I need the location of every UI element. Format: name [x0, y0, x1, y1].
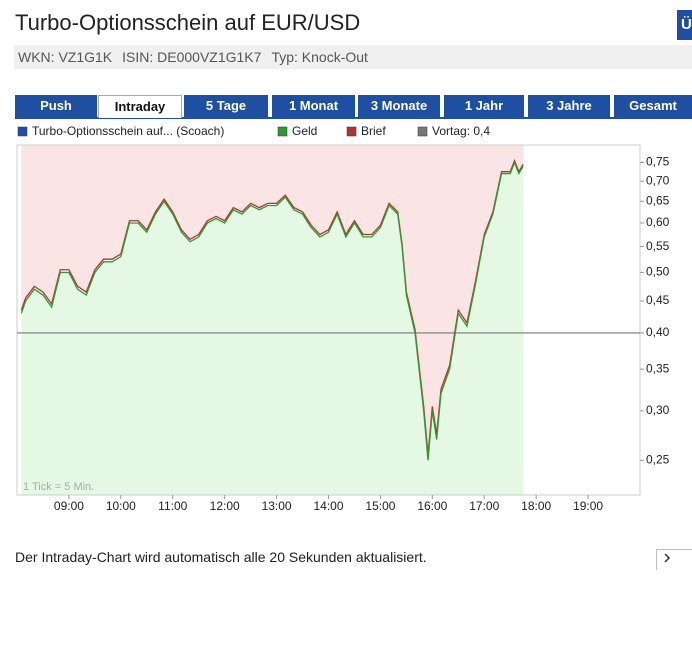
y-tick-label: 0,60 — [646, 215, 670, 229]
x-tick-label: 17:00 — [469, 499, 499, 513]
x-tick-label: 18:00 — [521, 499, 551, 513]
line — [20, 158, 524, 456]
x-tick-label: 15:00 — [365, 499, 395, 513]
tab[interactable]: 1 Jahr — [444, 95, 524, 117]
tab[interactable]: Intraday — [98, 95, 182, 118]
x-tick-label: 10:00 — [106, 499, 136, 513]
subtitle: WKN: VZ1G1K ISIN: DE000VZ1G1K7 Typ: Knock-… — [14, 45, 692, 69]
page: {"header":{"title":"Turbo-Optionsschein … — [14, 10, 692, 570]
legend-label: Vortag: 0,4 — [432, 124, 490, 138]
tab[interactable]: 3 Jahre — [528, 95, 610, 117]
subtitle-field: ISIN: DE000VZ1G1K7 — [122, 49, 262, 65]
title: Turbo-Optionsschein auf EUR/USD — [15, 10, 361, 35]
y-tick-label: 0,45 — [646, 293, 670, 307]
tabs: Push Intraday 5 Tage 1 Monat 3 Monate 1 Jahr 3… — [15, 95, 692, 119]
legend-swatch — [277, 126, 288, 137]
x-tick-label: 12:00 — [210, 499, 240, 513]
tab[interactable]: Gesamt — [614, 95, 692, 117]
y-tick-label: 0,40 — [646, 325, 670, 339]
legend-label: Geld — [292, 124, 317, 138]
footer: Der Intraday-Chart wird automatisch alle… — [15, 549, 427, 565]
y-tick-label: 0,55 — [646, 239, 670, 253]
y-tick-label: 0,25 — [646, 453, 670, 467]
y-tick-label: 0,50 — [646, 265, 670, 279]
y-tick-label: 0,75 — [646, 155, 670, 169]
tab[interactable]: 1 Monat — [272, 95, 355, 117]
area-above — [21, 145, 524, 455]
line — [20, 160, 524, 461]
y-tick-label: 0,35 — [646, 361, 670, 375]
tab[interactable]: 5 Tage — [184, 95, 268, 117]
x-tick-label: 13:00 — [262, 499, 292, 513]
tab[interactable]: Push — [15, 95, 97, 117]
x-tick-label: 09:00 — [54, 499, 84, 513]
legend-label: Turbo-Optionsschein auf... (Scoach) — [32, 124, 224, 138]
tab[interactable]: 3 Monate — [358, 95, 440, 117]
y-tick-label: 0,65 — [646, 193, 670, 207]
x-tick-label: 16:00 — [417, 499, 447, 513]
x-tick-label: 19:00 — [573, 499, 603, 513]
x-tick-label: 14:00 — [313, 499, 343, 513]
legend-swatch — [417, 126, 428, 137]
legend-swatch — [346, 126, 357, 137]
x-tick-label: 11:00 — [158, 499, 187, 513]
arrow-button[interactable] — [656, 549, 692, 570]
chart: Turbo-Optionsschein auf... (Scoach) Geld B… — [16, 124, 670, 513]
subtitle-field: WKN: VZ1G1K — [18, 49, 113, 65]
y-tick-label: 0,30 — [646, 403, 670, 417]
y-tick-label: 0,70 — [646, 173, 670, 187]
button[interactable]: Ü — [677, 10, 692, 40]
subtitle-field: Typ: Knock-Out — [271, 49, 368, 65]
annotation: 1 Tick = 5 Min. — [23, 481, 94, 493]
legend-swatch — [17, 126, 28, 137]
area-below — [21, 162, 524, 495]
legend-label: Brief — [361, 124, 386, 138]
